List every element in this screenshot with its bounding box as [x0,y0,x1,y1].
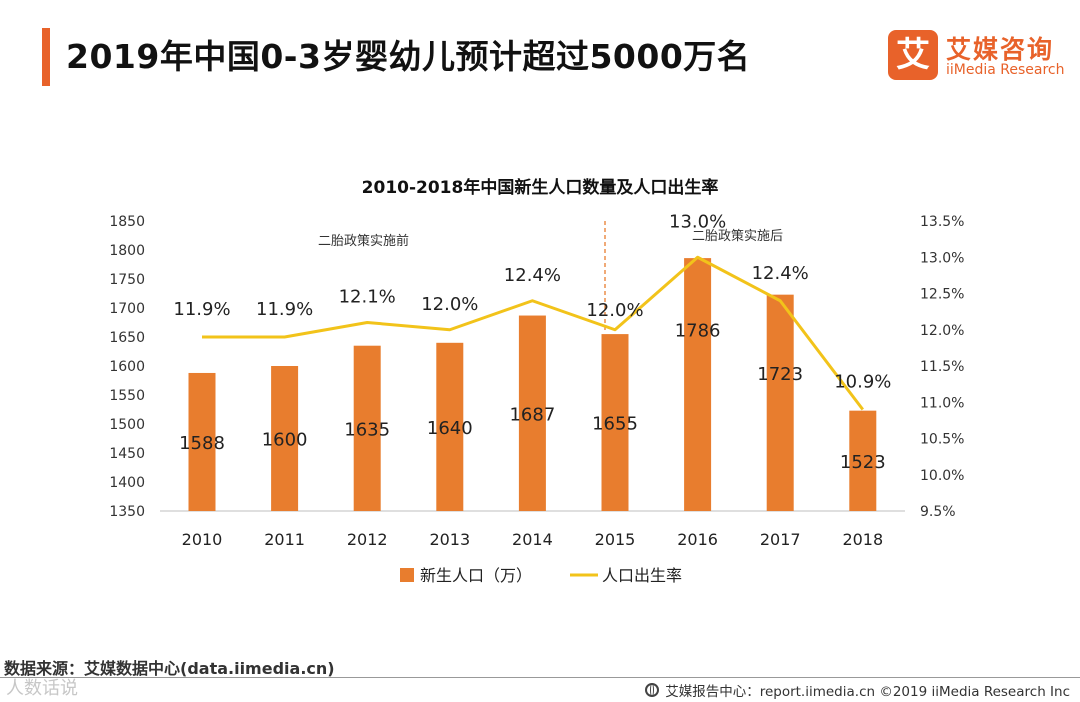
watermark: 人数话说 [6,678,78,699]
bar-value-label: 1723 [757,364,803,385]
y-right-tick-label: 9.5% [920,504,956,520]
legend-label-bar: 新生人口（万） [420,566,532,585]
y-right-tick-label: 10.0% [920,468,964,484]
y-left-tick-label: 1800 [109,243,145,259]
data-source: 数据来源：艾媒数据中心(data.iimedia.cn) [4,659,335,678]
bar-value-label: 1588 [179,433,225,454]
bar-2014 [518,315,546,511]
rate-value-label: 12.4% [504,265,561,286]
x-tick-label: 2012 [347,530,388,549]
y-left-tick-label: 1700 [109,301,145,317]
legend-swatch-bar [400,568,414,582]
rate-value-label: 12.0% [421,294,478,315]
bar-value-label: 1786 [675,321,721,342]
rate-value-label: 11.9% [173,299,230,320]
rate-value-label: 12.0% [586,300,643,321]
y-right-tick-label: 12.0% [920,323,964,339]
logo-name: 艾媒咨询 [946,35,1055,64]
bar-2013 [436,342,464,511]
annotation-after: 二胎政策实施后 [692,228,783,244]
y-right-tick-label: 11.0% [920,395,964,411]
y-left-tick-label: 1400 [109,475,145,491]
y-left-tick-label: 1500 [109,417,145,433]
footer-divider [0,677,1080,678]
bar-2015 [601,334,629,511]
rate-value-label: 12.4% [752,263,809,284]
footer-report-text: 艾媒报告中心：report.iimedia.cn ©2019 iiMedia R… [665,684,1070,700]
birth-rate-line [202,255,864,411]
y-right-tick-label: 10.5% [920,432,964,448]
bar-value-label: 1640 [427,418,473,439]
bar-2018 [849,410,877,511]
bar-value-label: 1635 [344,419,390,440]
bar-value-label: 1655 [592,414,638,435]
iimedia-logo: 艾 艾媒咨询 iiMedia Research [888,30,1068,86]
logo-mark: 艾 [888,30,938,80]
bar-value-label: 1687 [509,404,555,425]
y-left-tick-label: 1850 [109,214,145,230]
annotation-before: 二胎政策实施前 [318,233,409,249]
logo-subtitle: iiMedia Research [946,62,1065,78]
bar-value-label: 1600 [262,430,308,451]
x-tick-label: 2018 [842,530,883,549]
y-right-tick-label: 12.5% [920,287,964,303]
birth-population-chart: 2010-2018年中国新生人口数量及人口出生率 1350 1400 1450 1500… [109,177,964,585]
footer-report: 艾媒报告中心：report.iimedia.cn ©2019 iiMedia R… [645,680,1070,700]
y-left-tick-label: 1350 [109,504,145,520]
globe-icon [645,683,660,697]
title-accent-bar [42,28,50,86]
y-right-tick-label: 13.0% [920,250,964,266]
rate-value-label: 10.9% [834,372,891,393]
bar-2010 [188,372,216,511]
page-title: 2019年中国0-3岁婴幼儿预计超过5000万名 [66,37,751,76]
x-tick-label: 2011 [264,530,305,549]
rate-value-label: 12.1% [339,287,396,308]
y-left-tick-label: 1600 [109,359,145,375]
y-left-tick-label: 1750 [109,272,145,288]
y-left-tick-label: 1550 [109,388,145,404]
bar-2017 [766,294,794,511]
rate-value-label: 11.9% [256,299,313,320]
bar-value-label: 1523 [840,452,886,473]
bar-2012 [353,345,381,511]
legend-label-line: 人口出生率 [602,566,682,585]
x-tick-label: 2016 [677,530,718,549]
bar-2016 [684,258,712,511]
y-right-tick-label: 13.5% [920,214,964,230]
x-tick-label: 2013 [429,530,470,549]
x-tick-label: 2014 [512,530,553,549]
y-left-tick-label: 1450 [109,446,145,462]
bar-2011 [271,366,299,511]
y-left-tick-label: 1650 [109,330,145,346]
rate-value-label: 13.0% [669,211,726,232]
x-tick-label: 2015 [595,530,636,549]
x-tick-label: 2017 [760,530,801,549]
x-tick-label: 2010 [182,530,223,549]
y-right-tick-label: 11.5% [920,359,964,375]
chart-title: 2010-2018年中国新生人口数量及人口出生率 [362,177,719,198]
